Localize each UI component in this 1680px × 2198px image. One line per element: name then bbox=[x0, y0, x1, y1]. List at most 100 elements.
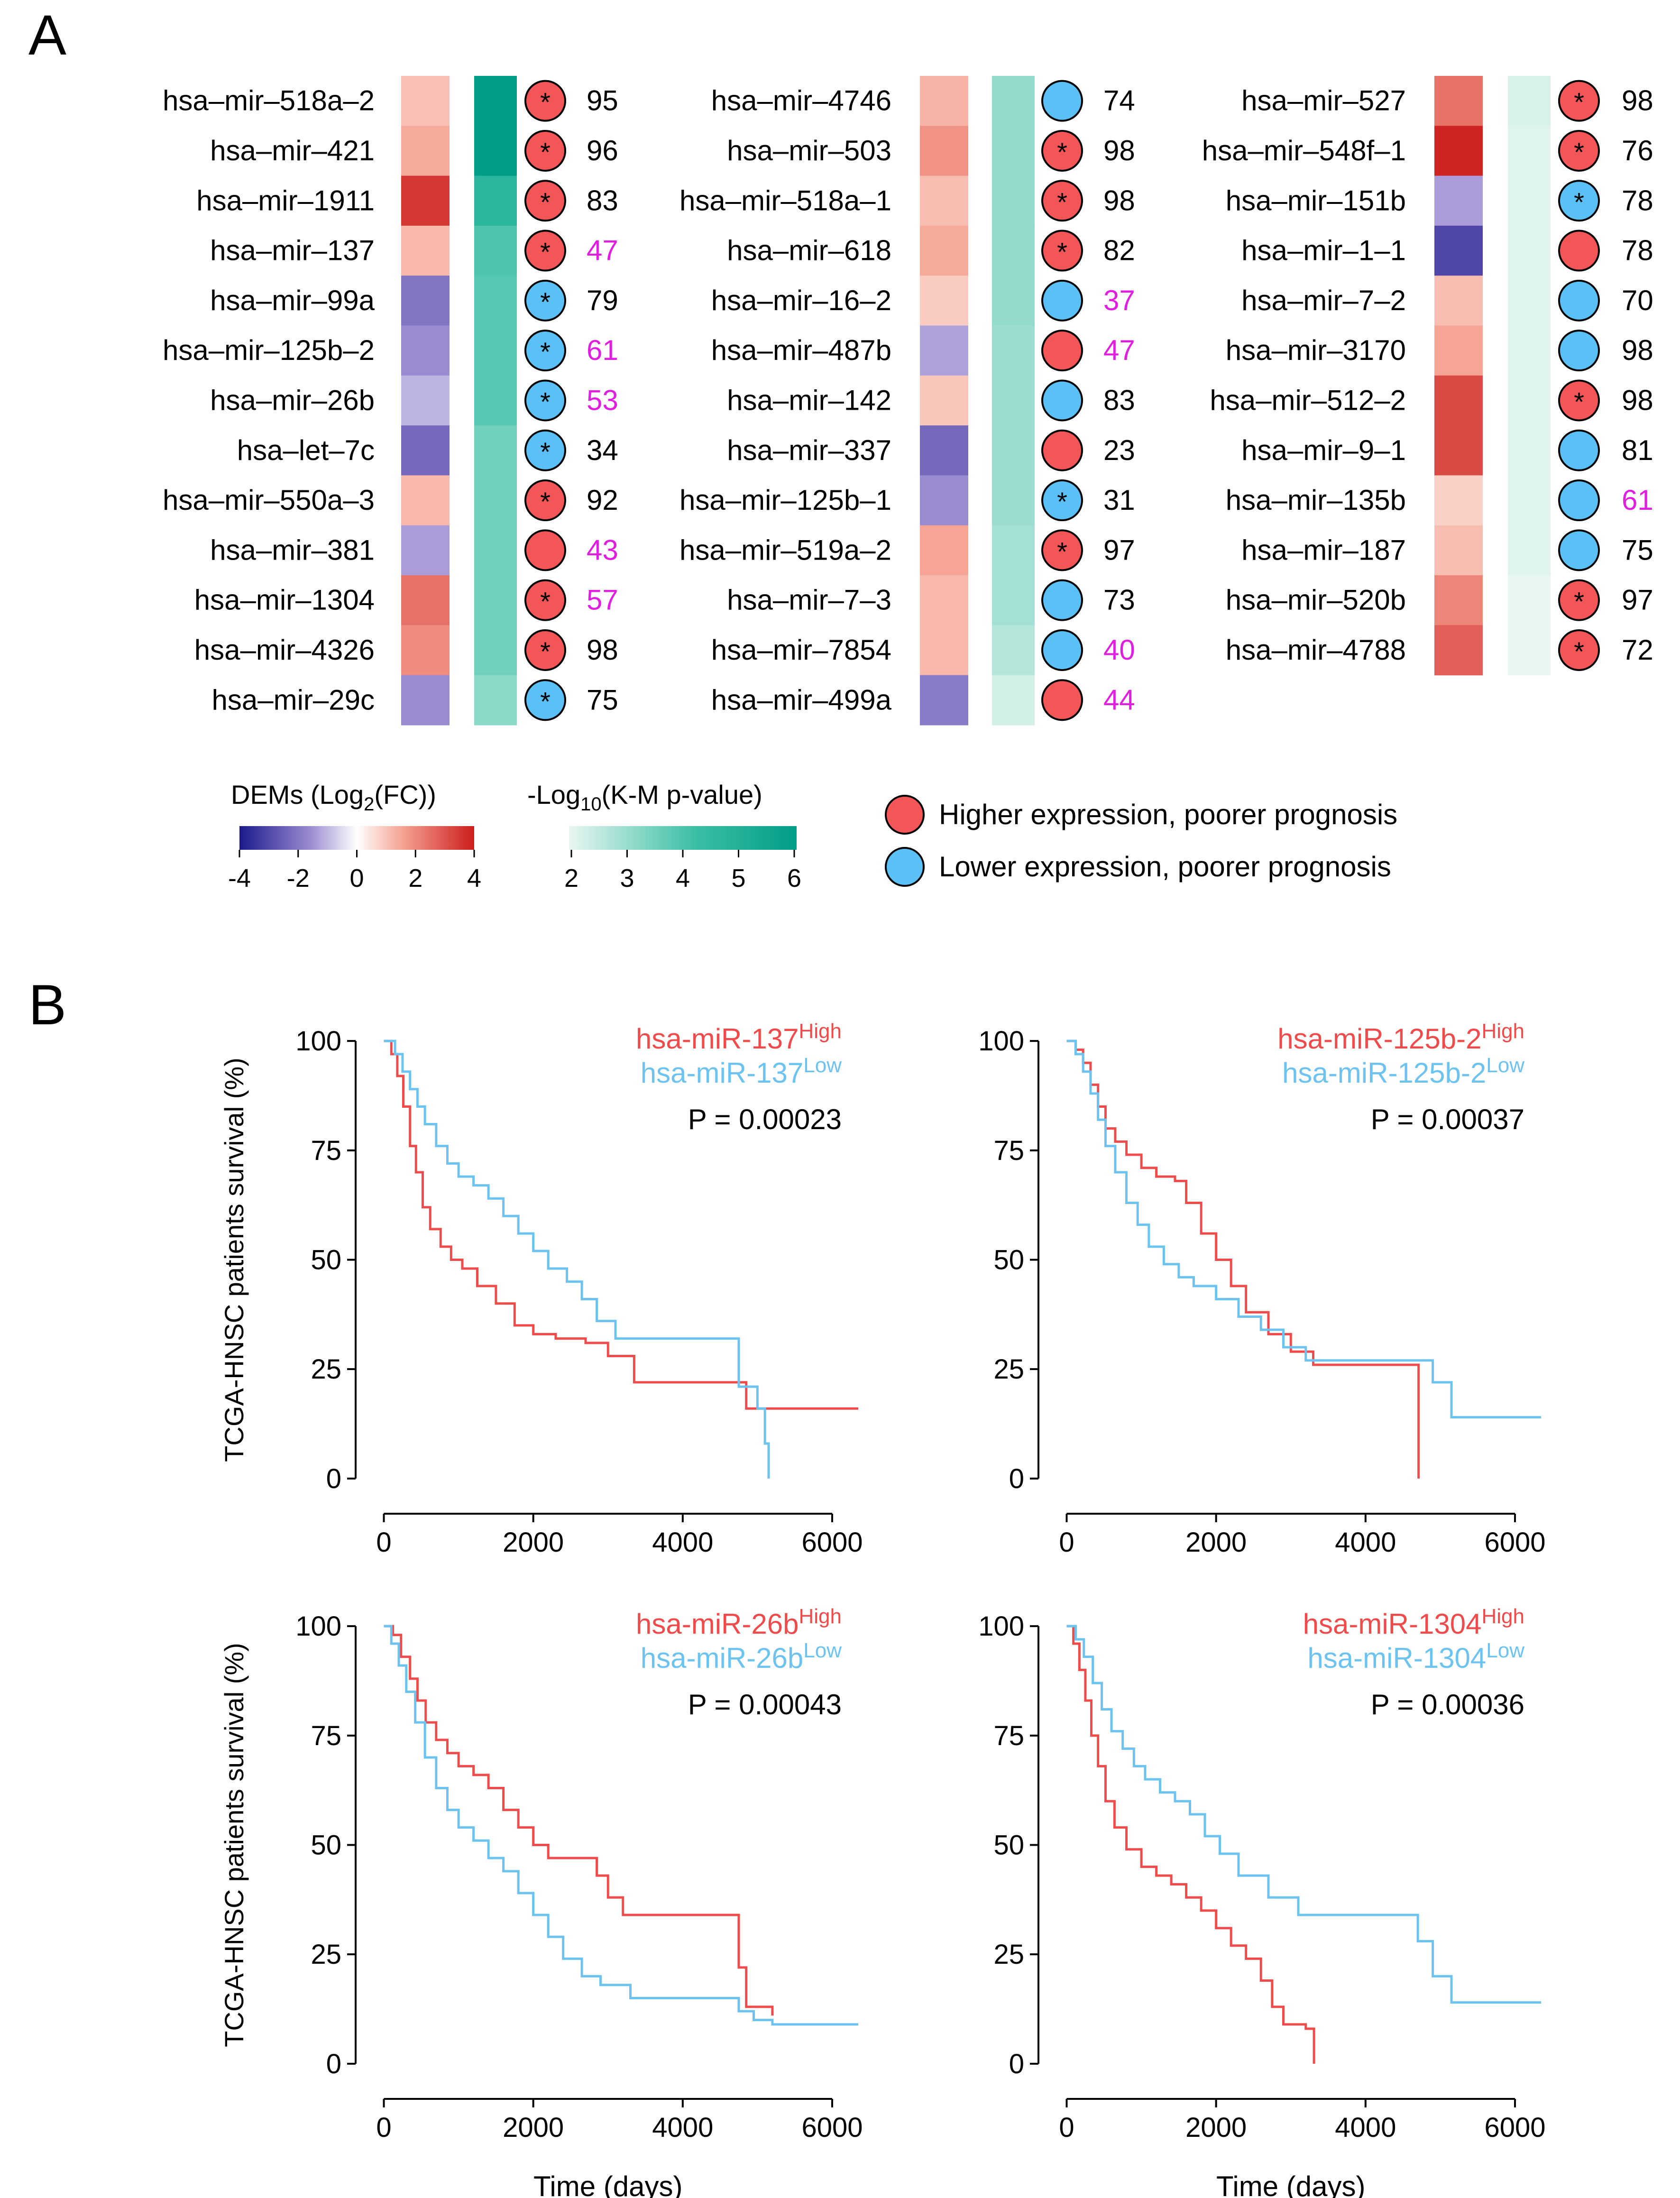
row-value: 53 bbox=[587, 384, 618, 416]
y-tick-label: 75 bbox=[311, 1135, 341, 1166]
x-tick-label: 0 bbox=[1059, 1527, 1074, 1558]
pval-colorbar bbox=[569, 826, 797, 850]
mirna-label: hsa–mir–518a–1 bbox=[679, 184, 891, 216]
low-series-sup: Low bbox=[1486, 1639, 1524, 1662]
significance-star: * bbox=[540, 587, 551, 616]
row-value: 44 bbox=[1103, 684, 1135, 716]
pvalue-cell bbox=[474, 325, 517, 376]
heatmap-column: hsa–mir–518a–2 * 95 hsa–mir–421 * 96 hsa–mir–1… bbox=[163, 76, 618, 726]
y-tick-label: 75 bbox=[311, 1720, 341, 1751]
lower-prognosis-marker bbox=[1558, 479, 1600, 522]
row-value: 95 bbox=[587, 85, 618, 117]
x-tick-label: 0 bbox=[376, 2112, 391, 2143]
row-value: 70 bbox=[1622, 285, 1653, 316]
higher-expression-label: Higher expression, poorer prognosis bbox=[939, 799, 1397, 830]
low-expression-curve bbox=[1066, 1039, 1542, 1419]
mirna-label: hsa–mir–135b bbox=[1226, 484, 1406, 516]
mirna-label: hsa–mir–7–2 bbox=[1241, 285, 1406, 316]
mirna-label: hsa–let–7c bbox=[237, 434, 375, 466]
fc-legend-title: DEMs (Log2(FC)) bbox=[231, 780, 436, 815]
pvalue-cell bbox=[992, 625, 1035, 676]
fc-cell bbox=[401, 575, 450, 625]
low-expression-curve bbox=[384, 1625, 859, 2026]
low-series-label: hsa-miR-1304Low bbox=[1307, 1639, 1524, 1674]
fc-cell bbox=[1434, 325, 1483, 376]
row-value: 98 bbox=[587, 634, 618, 666]
low-expression-curve bbox=[1066, 1625, 1542, 2004]
fc-cell bbox=[920, 276, 968, 326]
low-series-mir: hsa-miR-125b-2 bbox=[1282, 1057, 1486, 1089]
fc-cell bbox=[920, 575, 968, 625]
mirna-label: hsa–mir–26b bbox=[210, 384, 375, 416]
significance-star: * bbox=[540, 686, 551, 716]
higher-prognosis-marker bbox=[524, 80, 566, 122]
fc-cell bbox=[1434, 525, 1483, 576]
y-tick-label: 0 bbox=[326, 1463, 341, 1494]
higher-prognosis-marker bbox=[1041, 429, 1083, 471]
pvalue-cell bbox=[474, 175, 517, 226]
pvalue-cell bbox=[1508, 225, 1551, 276]
significance-star: * bbox=[540, 636, 551, 666]
low-series-sup: Low bbox=[803, 1054, 842, 1077]
pvalue-cell bbox=[992, 675, 1035, 726]
pvalue-cell bbox=[992, 76, 1035, 126]
x-tick-label: 0 bbox=[376, 1527, 391, 1558]
high-series-label: hsa-miR-137High bbox=[636, 1020, 842, 1055]
fc-cell bbox=[401, 375, 450, 426]
mirna-label: hsa–mir–337 bbox=[727, 434, 891, 466]
mirna-label: hsa–mir–137 bbox=[210, 235, 375, 267]
row-value: 40 bbox=[1103, 634, 1135, 666]
pvalue-cell bbox=[474, 126, 517, 176]
mirna-label: hsa–mir–7854 bbox=[711, 634, 891, 666]
fc-colorbar bbox=[239, 826, 474, 850]
higher-prognosis-marker bbox=[1041, 330, 1083, 372]
higher-prognosis-marker bbox=[1558, 129, 1600, 172]
pval-tick-label: 5 bbox=[731, 864, 745, 892]
mirna-label: hsa–mir–548f–1 bbox=[1202, 135, 1406, 166]
row-value: 78 bbox=[1622, 184, 1653, 216]
high-series-label: hsa-miR-26bHigh bbox=[636, 1605, 842, 1640]
pval-tick-label: 2 bbox=[564, 864, 578, 892]
low-series-label: hsa-miR-125b-2Low bbox=[1282, 1054, 1524, 1089]
x-tick-label: 2000 bbox=[1185, 2112, 1247, 2143]
mirna-label: hsa–mir–99a bbox=[210, 285, 375, 316]
fc-tick-label: 4 bbox=[467, 864, 481, 892]
fc-cell bbox=[1434, 375, 1483, 426]
higher-prognosis-marker bbox=[1558, 80, 1600, 122]
y-tick-label: 0 bbox=[1009, 1463, 1024, 1494]
higher-prognosis-marker bbox=[524, 180, 566, 222]
p-value-label: P = 0.00036 bbox=[1371, 1689, 1524, 1720]
pvalue-cell bbox=[474, 225, 517, 276]
fc-cell bbox=[920, 325, 968, 376]
significance-star: * bbox=[540, 487, 551, 516]
higher-prognosis-marker bbox=[524, 230, 566, 272]
pvalue-cell bbox=[1508, 76, 1551, 126]
fc-cell bbox=[401, 325, 450, 376]
pvalue-cell bbox=[474, 575, 517, 625]
y-tick-label: 50 bbox=[993, 1245, 1024, 1276]
mirna-label: hsa–mir–1911 bbox=[196, 184, 375, 216]
fc-cell bbox=[401, 76, 450, 126]
x-tick-label: 6000 bbox=[1484, 2112, 1545, 2143]
fc-cell bbox=[1434, 175, 1483, 226]
y-tick-label: 100 bbox=[295, 1026, 341, 1057]
lower-prognosis-marker bbox=[1041, 479, 1083, 522]
fc-colorbar-ticks: -4 -2 0 2 4 bbox=[228, 850, 481, 892]
fc-cell bbox=[920, 675, 968, 726]
high-series-sup: High bbox=[799, 1605, 842, 1628]
x-tick-label: 6000 bbox=[1484, 1527, 1545, 1558]
legend-fc: DEMs (Log2(FC)) -4 -2 0 2 4 bbox=[228, 780, 481, 892]
high-series-sup: High bbox=[1481, 1020, 1524, 1043]
significance-star: * bbox=[540, 237, 551, 267]
higher-prognosis-marker bbox=[1041, 129, 1083, 172]
row-value: 83 bbox=[1103, 384, 1135, 416]
pval-colorbar-ticks: 2 3 4 5 6 bbox=[564, 850, 801, 892]
mirna-label: hsa–mir–4326 bbox=[194, 634, 375, 666]
row-value: 73 bbox=[1103, 584, 1135, 616]
fc-cell bbox=[401, 525, 450, 576]
lower-prognosis-marker bbox=[524, 679, 566, 721]
low-series-sup: Low bbox=[1486, 1054, 1524, 1077]
y-tick-label: 75 bbox=[993, 1135, 1024, 1166]
row-value: 98 bbox=[1622, 384, 1653, 416]
